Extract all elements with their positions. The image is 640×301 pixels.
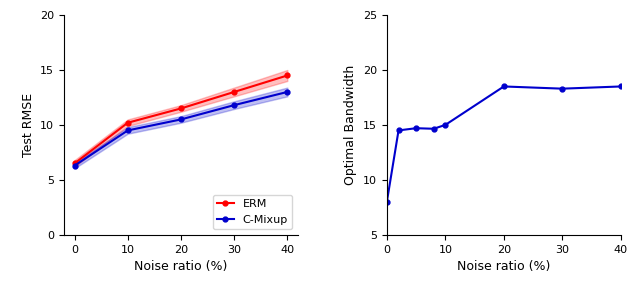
Line: ERM: ERM [72,73,290,166]
C-Mixup [230,103,238,107]
ERM [71,162,79,165]
X-axis label: Noise ratio (%): Noise ratio (%) [457,260,550,273]
C-Mixup [124,129,132,132]
C-Mixup [177,118,185,121]
ERM [177,107,185,110]
Line: C-Mixup: C-Mixup [72,89,290,168]
Y-axis label: Test RMSE: Test RMSE [22,93,35,157]
C-Mixup [284,90,291,94]
X-axis label: Noise ratio (%): Noise ratio (%) [134,260,228,273]
ERM [230,90,238,94]
Legend: ERM, C-Mixup: ERM, C-Mixup [212,195,292,229]
C-Mixup [71,164,79,167]
ERM [124,121,132,125]
ERM [284,74,291,77]
Y-axis label: Optimal Bandwidth: Optimal Bandwidth [344,65,358,185]
